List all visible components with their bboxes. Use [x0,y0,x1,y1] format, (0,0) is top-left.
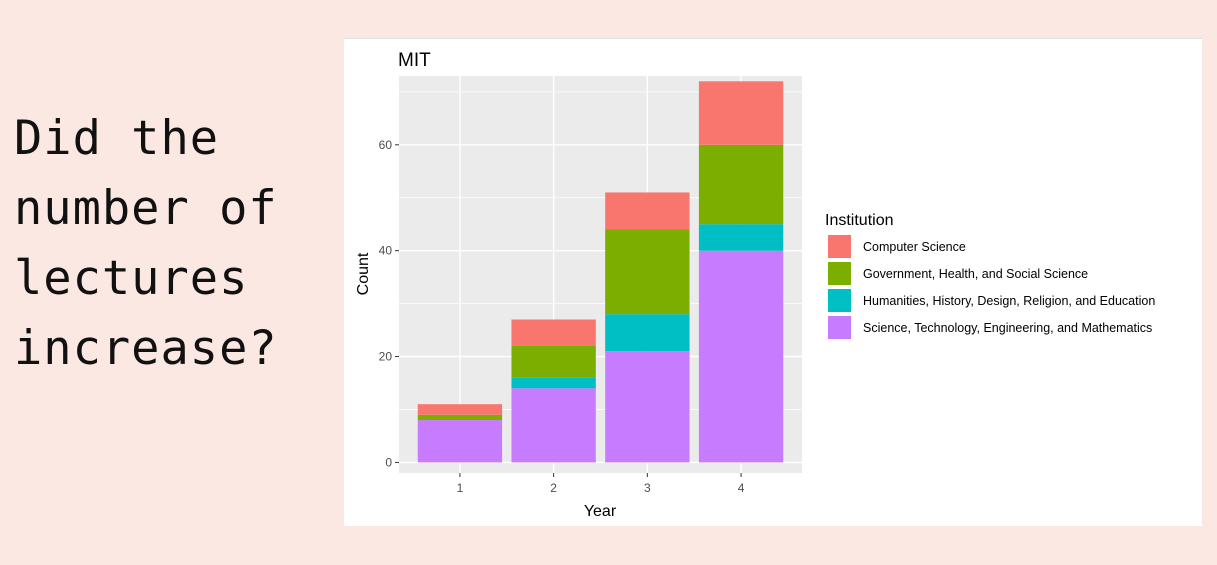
question-line-3: lectures [14,251,249,306]
bar-segment [417,414,503,421]
legend-label: Humanities, History, Design, Religion, a… [863,294,1155,308]
bar-segment [511,377,596,389]
legend-key [828,316,851,339]
bar-segment [511,319,596,346]
y-tick-label: 60 [379,138,393,152]
question-text: Did the number of lectures increase? [14,104,278,384]
y-tick-label: 0 [385,455,392,469]
bar-segment [417,420,503,463]
bar-segment [605,229,690,315]
bar-segment [417,404,503,415]
legend-key [828,262,851,285]
legend-label: Science, Technology, Engineering, and Ma… [863,321,1152,335]
x-axis-label: Year [584,503,617,520]
question-line-2: number of [14,181,278,236]
bar-segment [605,192,690,230]
bar-segment [698,224,784,251]
x-axis: 1 2 3 4 [457,473,745,495]
bar-segment [605,314,690,352]
y-axis: 0 20 40 60 [379,138,399,469]
legend-title: Institution [825,212,893,229]
bar-segment [698,81,784,145]
chart-card: MIT 0 20 40 60 1 2 3 4 Year Count Institution … [344,38,1202,526]
x-tick-label: 4 [738,481,745,495]
legend-key [828,289,851,312]
question-line-4: increase? [14,321,278,376]
bar-segment [511,388,596,463]
bar-segment [605,351,690,463]
bar-segment [698,144,784,225]
bars [417,81,784,463]
x-tick-label: 3 [644,481,651,495]
y-axis-label: Count [355,252,372,295]
y-tick-label: 40 [379,244,393,258]
bar-segment [511,345,596,378]
legend-key [828,235,851,258]
bar-segment [698,250,784,463]
legend-label: Computer Science [863,240,966,254]
y-tick-label: 20 [379,350,393,364]
legend-label: Government, Health, and Social Science [863,267,1088,281]
stacked-bar-chart: MIT 0 20 40 60 1 2 3 4 Year Count Institution … [355,50,1155,520]
x-tick-label: 1 [457,481,464,495]
legend: Institution Computer Science Government, … [825,212,1155,339]
x-tick-label: 2 [550,481,557,495]
chart-title: MIT [398,50,431,71]
question-line-1: Did the [14,111,220,166]
